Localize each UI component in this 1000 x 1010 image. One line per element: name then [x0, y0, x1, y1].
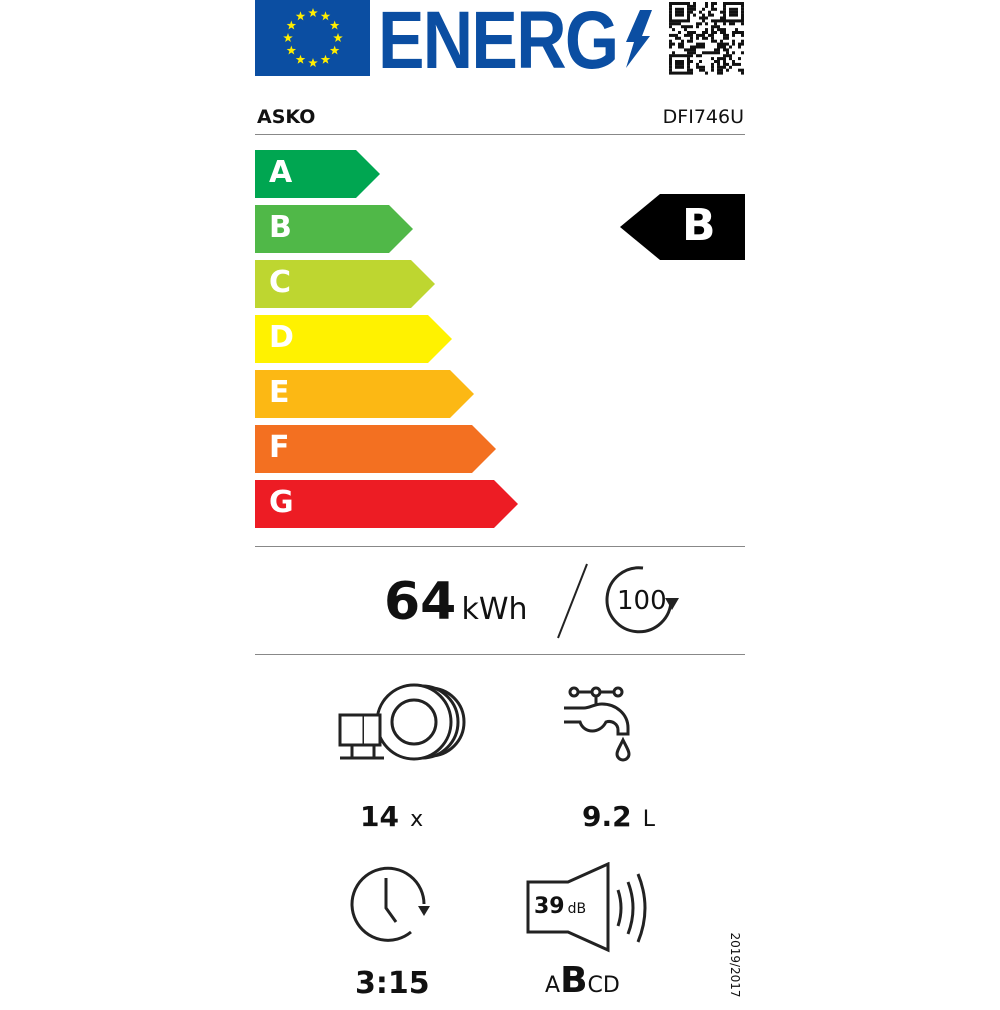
model-identifier: DFI746U	[662, 106, 744, 128]
regulation-number: 2019/2017	[728, 932, 742, 998]
scale-letter: G	[269, 485, 294, 520]
energy-consumption: 64 kWh	[384, 572, 528, 632]
noise-class-c: C	[587, 973, 603, 998]
water-unit: L	[642, 807, 655, 832]
water-value: 9.2	[582, 800, 632, 833]
place-settings-icon	[338, 683, 466, 761]
noise-class-d: D	[602, 973, 620, 998]
noise-level: 39 dB	[534, 894, 586, 919]
consumption-value: 64	[384, 572, 457, 632]
energy-logo: ENERG	[378, 0, 619, 86]
eu-stars-icon	[283, 8, 343, 67]
cycles-value: 100	[617, 586, 667, 616]
noise-class-b-selected: B	[560, 960, 588, 1001]
programme-duration: 3:15	[355, 966, 430, 1001]
qr-code-icon	[669, 2, 744, 75]
supplier-name: ASKO	[257, 106, 316, 128]
capacity-unit: x	[410, 807, 424, 832]
noise-class-scale: ABCD	[545, 960, 620, 1001]
capacity: 14 x	[360, 800, 423, 833]
eu-flag	[255, 0, 370, 76]
consumption-unit: kWh	[461, 592, 528, 627]
rating-arrow	[620, 194, 745, 260]
capacity-value: 14	[360, 800, 399, 833]
scale-letter: A	[269, 155, 293, 190]
lightning-icon	[626, 10, 652, 68]
slash-divider	[557, 563, 588, 639]
speaker-icon	[526, 862, 647, 953]
water-consumption: 9.2 L	[582, 800, 655, 833]
scale-letter: B	[269, 210, 292, 245]
divider	[255, 134, 745, 135]
divider	[255, 654, 745, 655]
scale-letter: D	[269, 320, 294, 355]
water-tap-icon	[564, 686, 631, 762]
scale-letter: E	[269, 375, 290, 410]
scale-letter: F	[269, 430, 290, 465]
scale-letter: C	[269, 265, 292, 300]
noise-value: 39	[534, 894, 565, 919]
noise-unit: dB	[567, 901, 587, 917]
clock-icon	[350, 866, 430, 942]
divider	[255, 546, 745, 547]
cycle-icon	[605, 566, 679, 634]
noise-class-a: A	[545, 973, 561, 998]
rating-class: B	[682, 200, 716, 251]
